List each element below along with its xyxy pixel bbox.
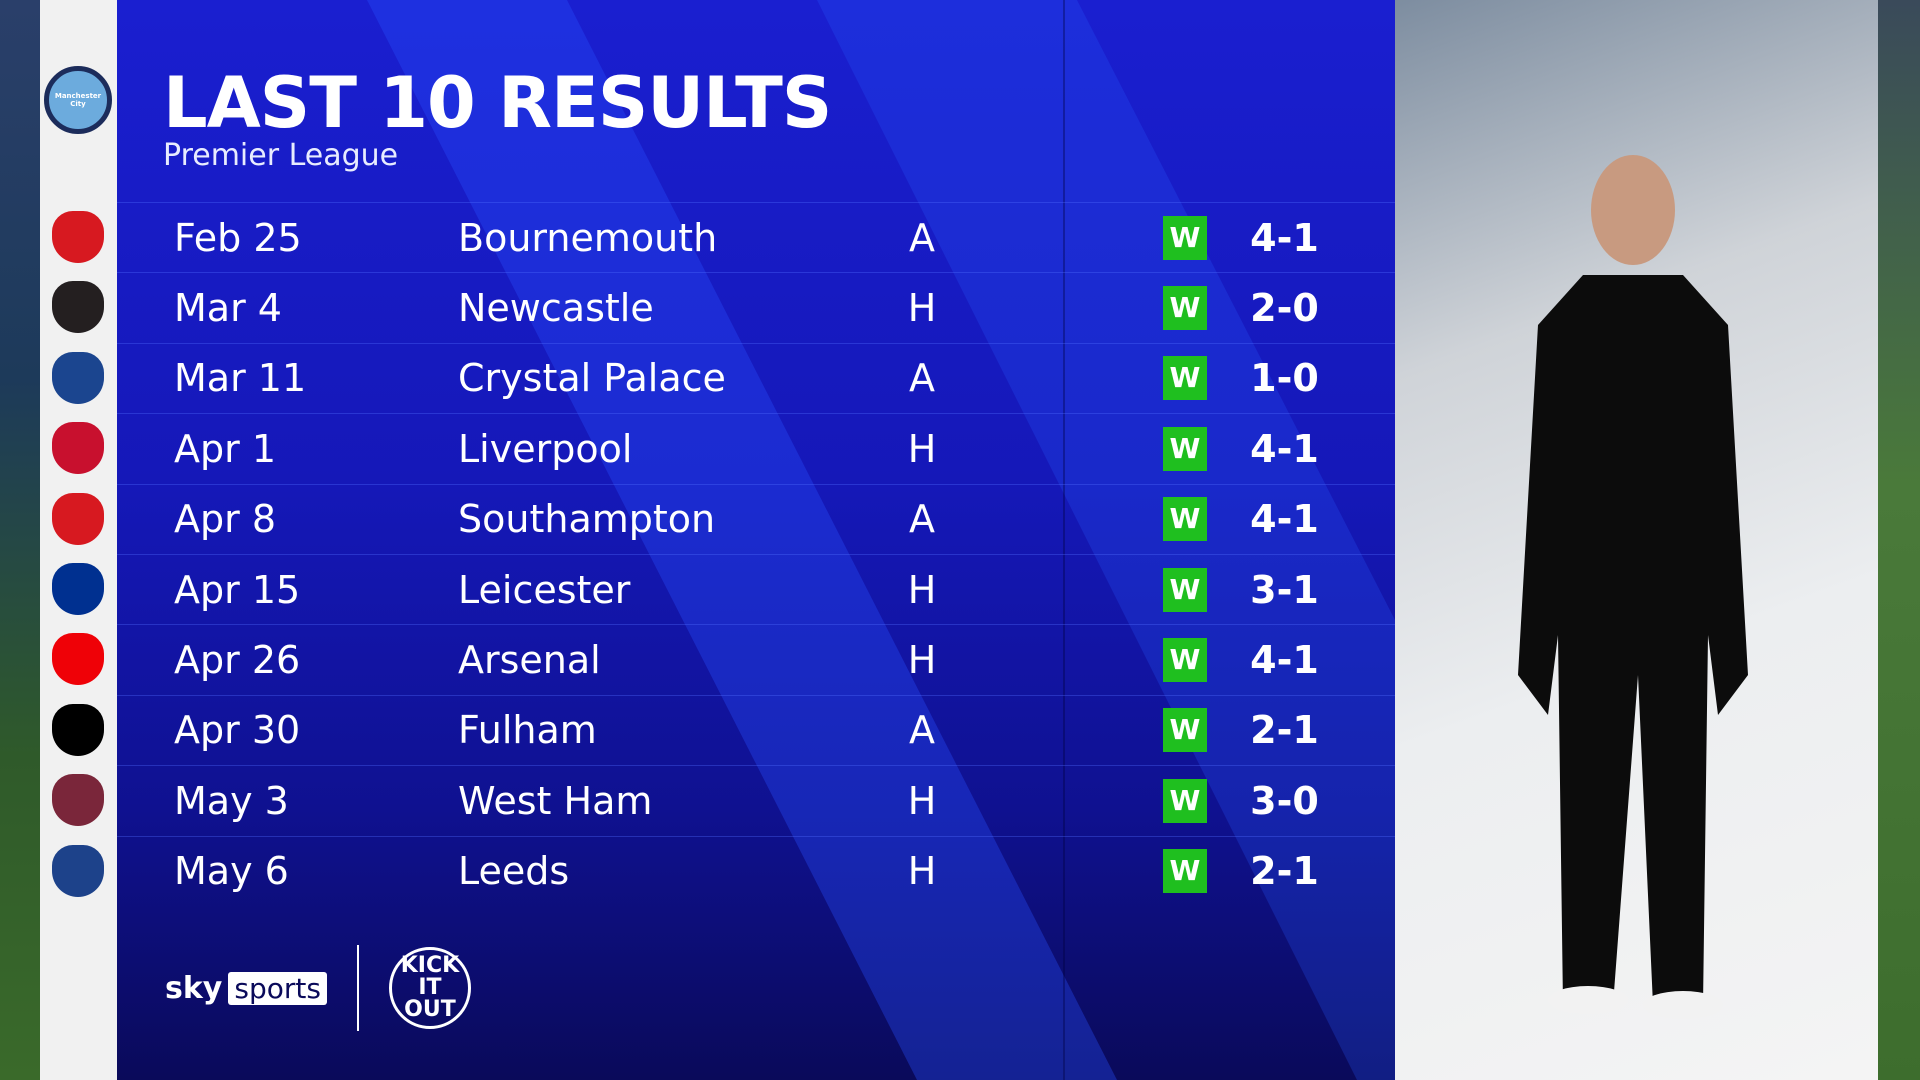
result-row: May 6 Leeds H W 2-1 [117, 835, 1395, 906]
result-row: Feb 25 Bournemouth A W 4-1 [117, 202, 1395, 272]
stadium-background-right [1878, 0, 1920, 1080]
result-badge: W [1163, 215, 1207, 260]
opponent-crest-icon [52, 844, 104, 897]
column-divider [1063, 0, 1065, 1080]
footer-logos: sky sports KICK IT OUT [165, 945, 471, 1031]
sky-logo: sky [165, 970, 223, 1006]
result-row: Mar 11 Crystal Palace A W 1-0 [117, 342, 1395, 413]
result-row: Apr 8 Southampton A W 4-1 [117, 483, 1395, 554]
crest-column: Manchester City [40, 0, 117, 1080]
team-name: Manchester City [54, 92, 102, 108]
opponent-crest-icon [52, 281, 104, 334]
match-date: Mar 4 [174, 286, 282, 331]
match-date: Apr 26 [174, 638, 301, 683]
match-score: 1-0 [1250, 356, 1319, 401]
match-date: Feb 25 [174, 215, 302, 260]
opponent-name: Newcastle [458, 286, 654, 331]
opponent-crest-icon [52, 351, 104, 404]
venue-indicator: A [909, 708, 935, 753]
match-score: 4-1 [1250, 638, 1319, 683]
sports-logo: sports [228, 971, 327, 1005]
result-badge: W [1163, 708, 1207, 753]
venue-indicator: H [907, 426, 937, 471]
opponent-crest-icon [52, 774, 104, 827]
result-row: Apr 15 Leicester H W 3-1 [117, 553, 1395, 624]
logo-divider [356, 945, 359, 1031]
match-date: Mar 11 [174, 356, 307, 401]
result-badge: W [1163, 356, 1207, 401]
opponent-name: Liverpool [458, 426, 633, 471]
match-score: 3-1 [1250, 567, 1319, 612]
match-date: Apr 15 [174, 567, 301, 612]
venue-indicator: H [907, 849, 937, 894]
venue-indicator: A [909, 356, 935, 401]
result-row: Mar 4 Newcastle H W 2-0 [117, 272, 1395, 342]
opponent-crest-icon [52, 563, 104, 615]
results-panel: LAST 10 RESULTS Premier League Feb 25 Bou… [117, 0, 1395, 1080]
match-date: Apr 1 [174, 426, 276, 471]
result-badge: W [1163, 638, 1207, 683]
results-table: Feb 25 Bournemouth A W 4-1 Mar 4 Newcastle H W 2-… [117, 202, 1395, 906]
opponent-name: Leeds [458, 849, 570, 894]
opponent-name: Fulham [458, 708, 597, 753]
match-score: 2-1 [1250, 849, 1319, 894]
opponent-crest-icon [52, 422, 104, 475]
match-score: 4-1 [1250, 426, 1319, 471]
man-city-crest-icon: Manchester City [44, 66, 112, 134]
match-score: 3-0 [1250, 778, 1319, 823]
match-score: 4-1 [1250, 497, 1319, 542]
result-row: Apr 30 Fulham A W 2-1 [117, 694, 1395, 765]
result-badge: W [1163, 567, 1207, 612]
competition-subtitle: Premier League [163, 138, 399, 173]
opponent-crest-icon [52, 703, 104, 756]
match-date: Apr 30 [174, 708, 301, 753]
venue-indicator: A [909, 497, 935, 542]
opponent-crest-icon [52, 633, 104, 686]
opponent-name: Leicester [458, 567, 631, 612]
result-row: May 3 West Ham H W 3-0 [117, 765, 1395, 835]
match-date: Apr 8 [174, 497, 276, 542]
venue-indicator: H [907, 778, 937, 823]
result-row: Apr 1 Liverpool H W 4-1 [117, 413, 1395, 483]
manager-photo [1395, 0, 1878, 1080]
result-badge: W [1163, 286, 1207, 331]
opponent-name: Bournemouth [458, 215, 718, 260]
venue-indicator: A [909, 215, 935, 260]
opponent-crest-icon [52, 211, 104, 263]
match-score: 2-0 [1250, 286, 1319, 331]
venue-indicator: H [907, 567, 937, 612]
venue-indicator: H [907, 638, 937, 683]
match-date: May 6 [174, 849, 289, 894]
manager-figure-icon [1518, 155, 1748, 1019]
result-badge: W [1163, 778, 1207, 823]
result-badge: W [1163, 849, 1207, 894]
match-date: May 3 [174, 778, 289, 823]
kick-it-out-logo: KICK IT OUT [388, 947, 471, 1029]
venue-indicator: H [907, 286, 937, 331]
opponent-name: Arsenal [458, 638, 601, 683]
result-row: Apr 26 Arsenal H W 4-1 [117, 624, 1395, 694]
opponent-name: Crystal Palace [458, 356, 726, 401]
opponent-crest-icon [52, 492, 104, 545]
match-score: 2-1 [1250, 708, 1319, 753]
result-badge: W [1163, 497, 1207, 542]
result-badge: W [1163, 426, 1207, 471]
opponent-name: West Ham [458, 778, 653, 823]
page-title: LAST 10 RESULTS [163, 62, 832, 144]
stadium-background-left [0, 0, 40, 1080]
match-score: 4-1 [1250, 215, 1319, 260]
opponent-name: Southampton [458, 497, 716, 542]
